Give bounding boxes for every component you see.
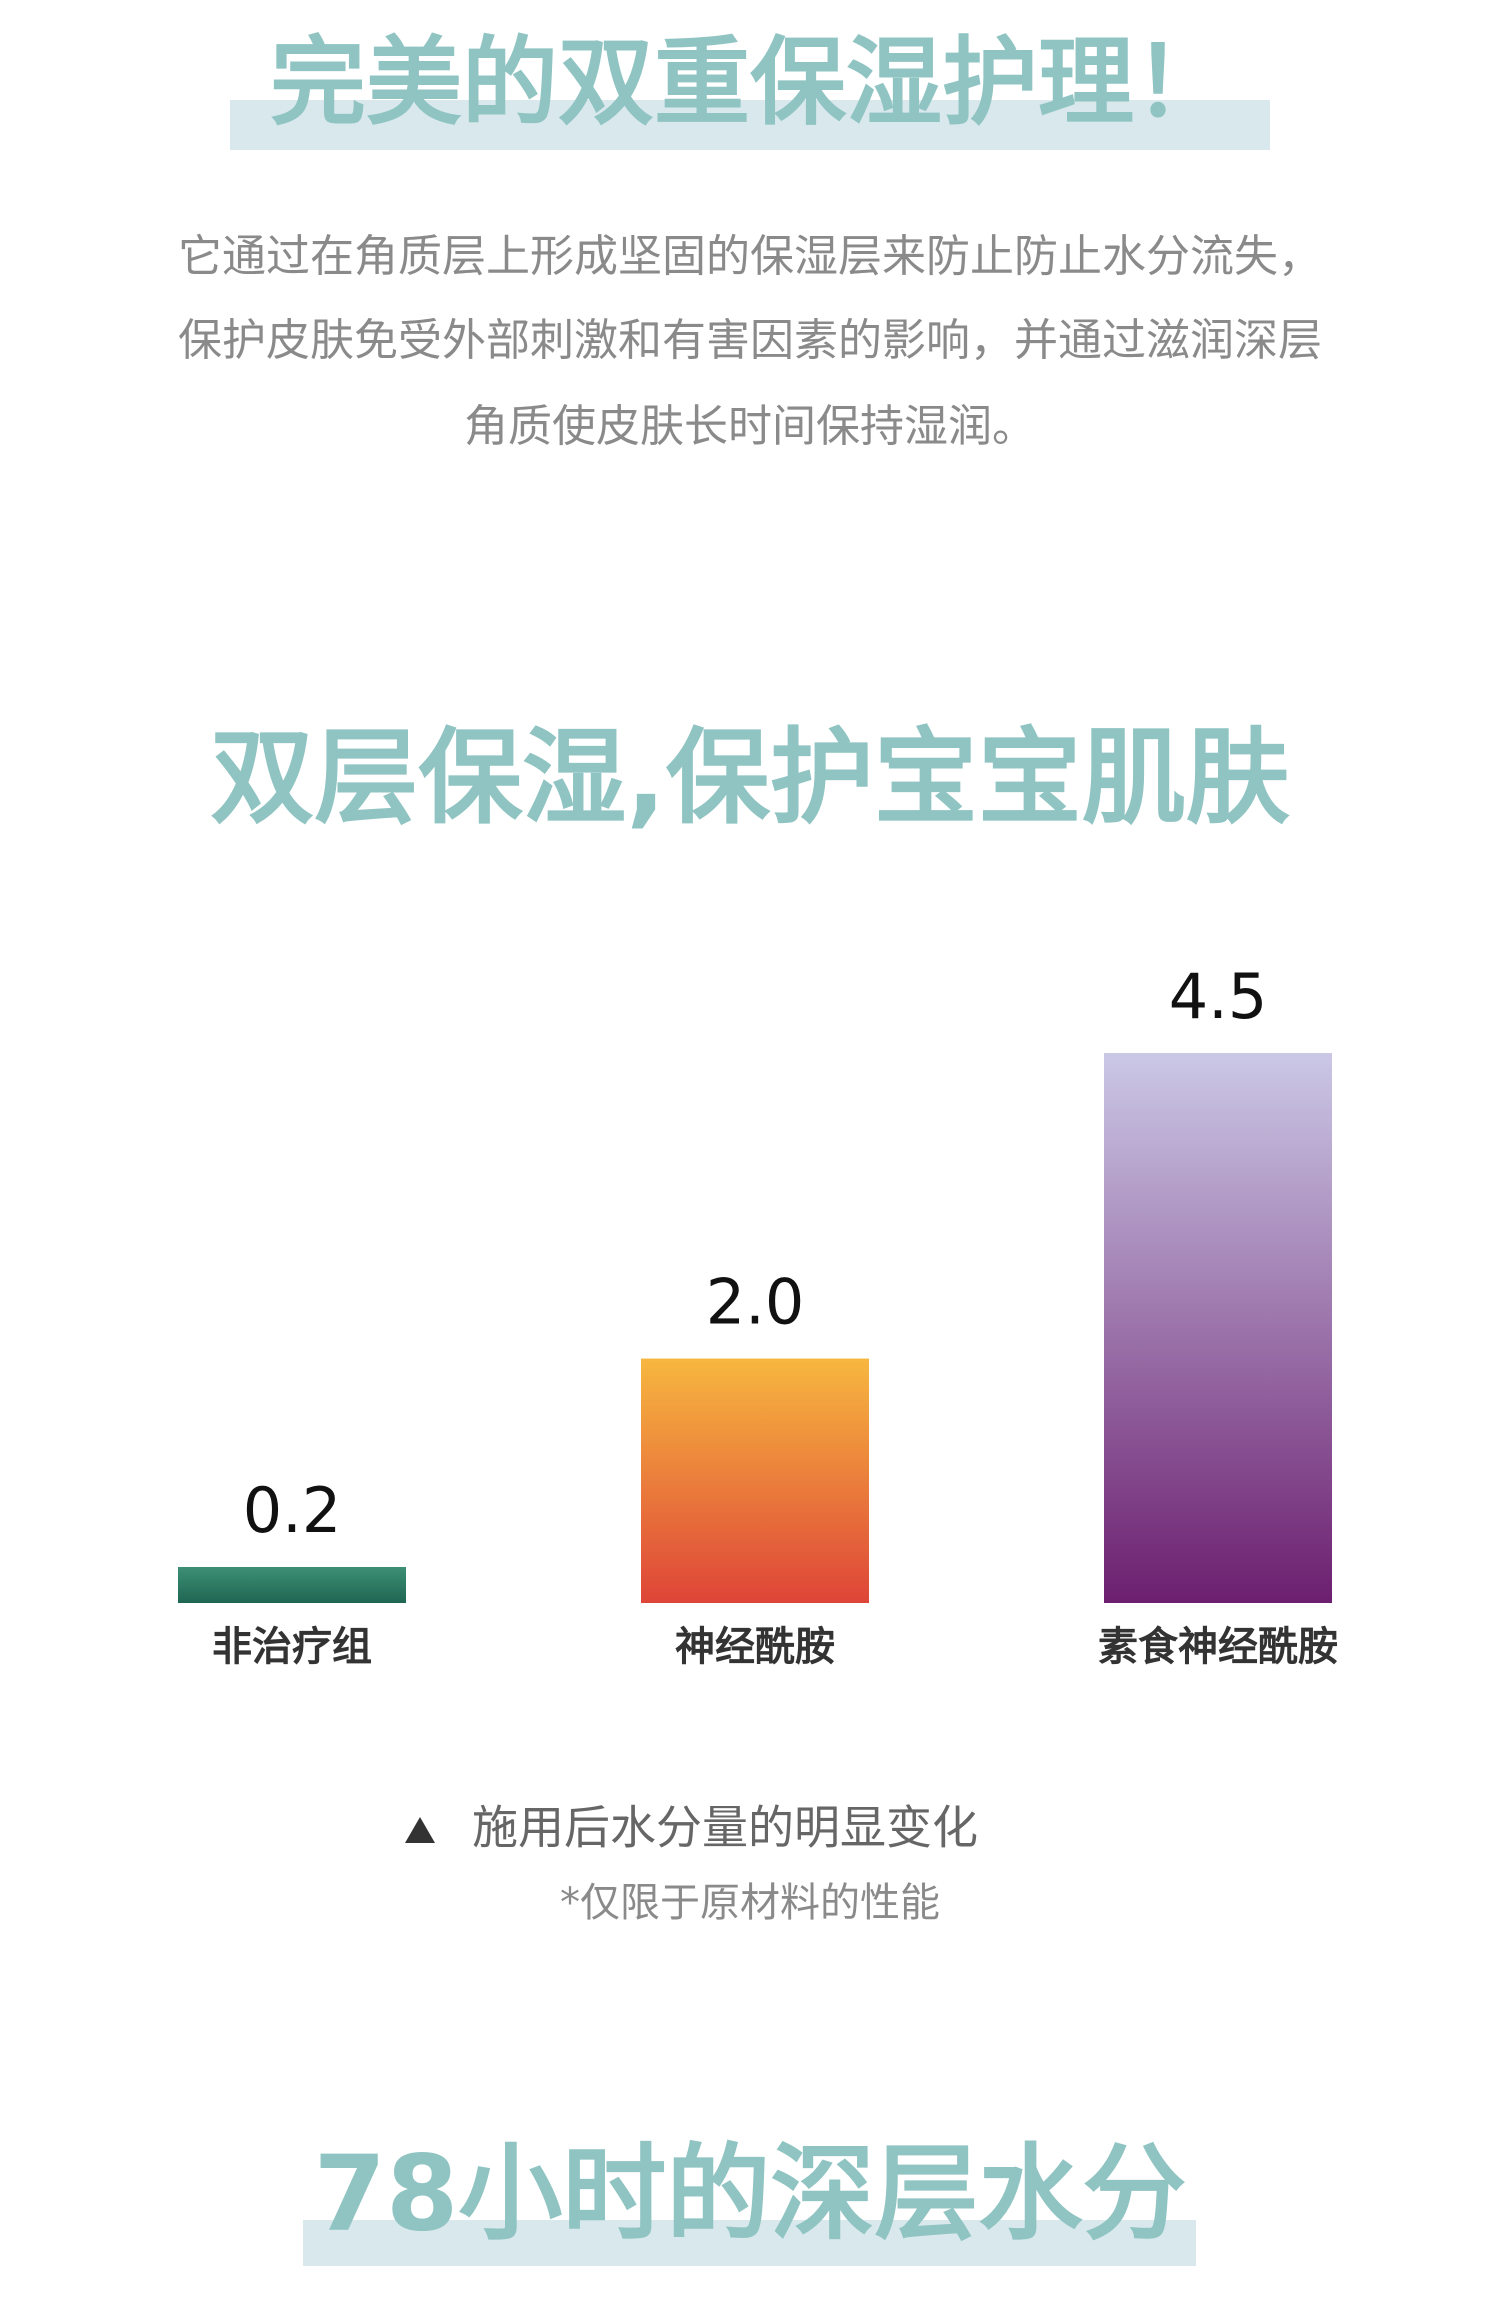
- chart-title: 双层保湿,保护宝宝肌肤: [210, 716, 1290, 838]
- triangle-icon: [405, 1817, 435, 1843]
- page-title: 完美的双重保湿护理！: [270, 26, 1230, 138]
- footer-highlight: [303, 2220, 1196, 2266]
- chart-caption: 施用后水分量的明显变化: [472, 1801, 978, 1855]
- paragraph-line: 角质使皮肤长时间保持湿润。: [464, 401, 1036, 452]
- category-label: 素食神经酰胺: [1098, 1624, 1338, 1670]
- bar: [641, 1358, 869, 1603]
- paragraph-line: 它通过在角质层上形成坚固的保湿层来防止防止水分流失，: [178, 231, 1322, 282]
- category-label: 神经酰胺: [675, 1624, 835, 1670]
- category-label: 非治疗组: [212, 1624, 372, 1670]
- bar: [1104, 1053, 1332, 1603]
- value-label: 0.2: [243, 1474, 342, 1547]
- paragraph-line: 保护皮肤免受外部刺激和有害因素的影响，并通过滋润深层: [178, 315, 1322, 366]
- value-label: 4.5: [1169, 960, 1268, 1033]
- bar: [178, 1567, 406, 1603]
- value-label: 2.0: [706, 1266, 805, 1339]
- title-highlight: [230, 100, 1270, 150]
- footer-title: 78小时的深层水分: [314, 2132, 1187, 2254]
- chart-note: *仅限于原材料的性能: [560, 1880, 940, 1926]
